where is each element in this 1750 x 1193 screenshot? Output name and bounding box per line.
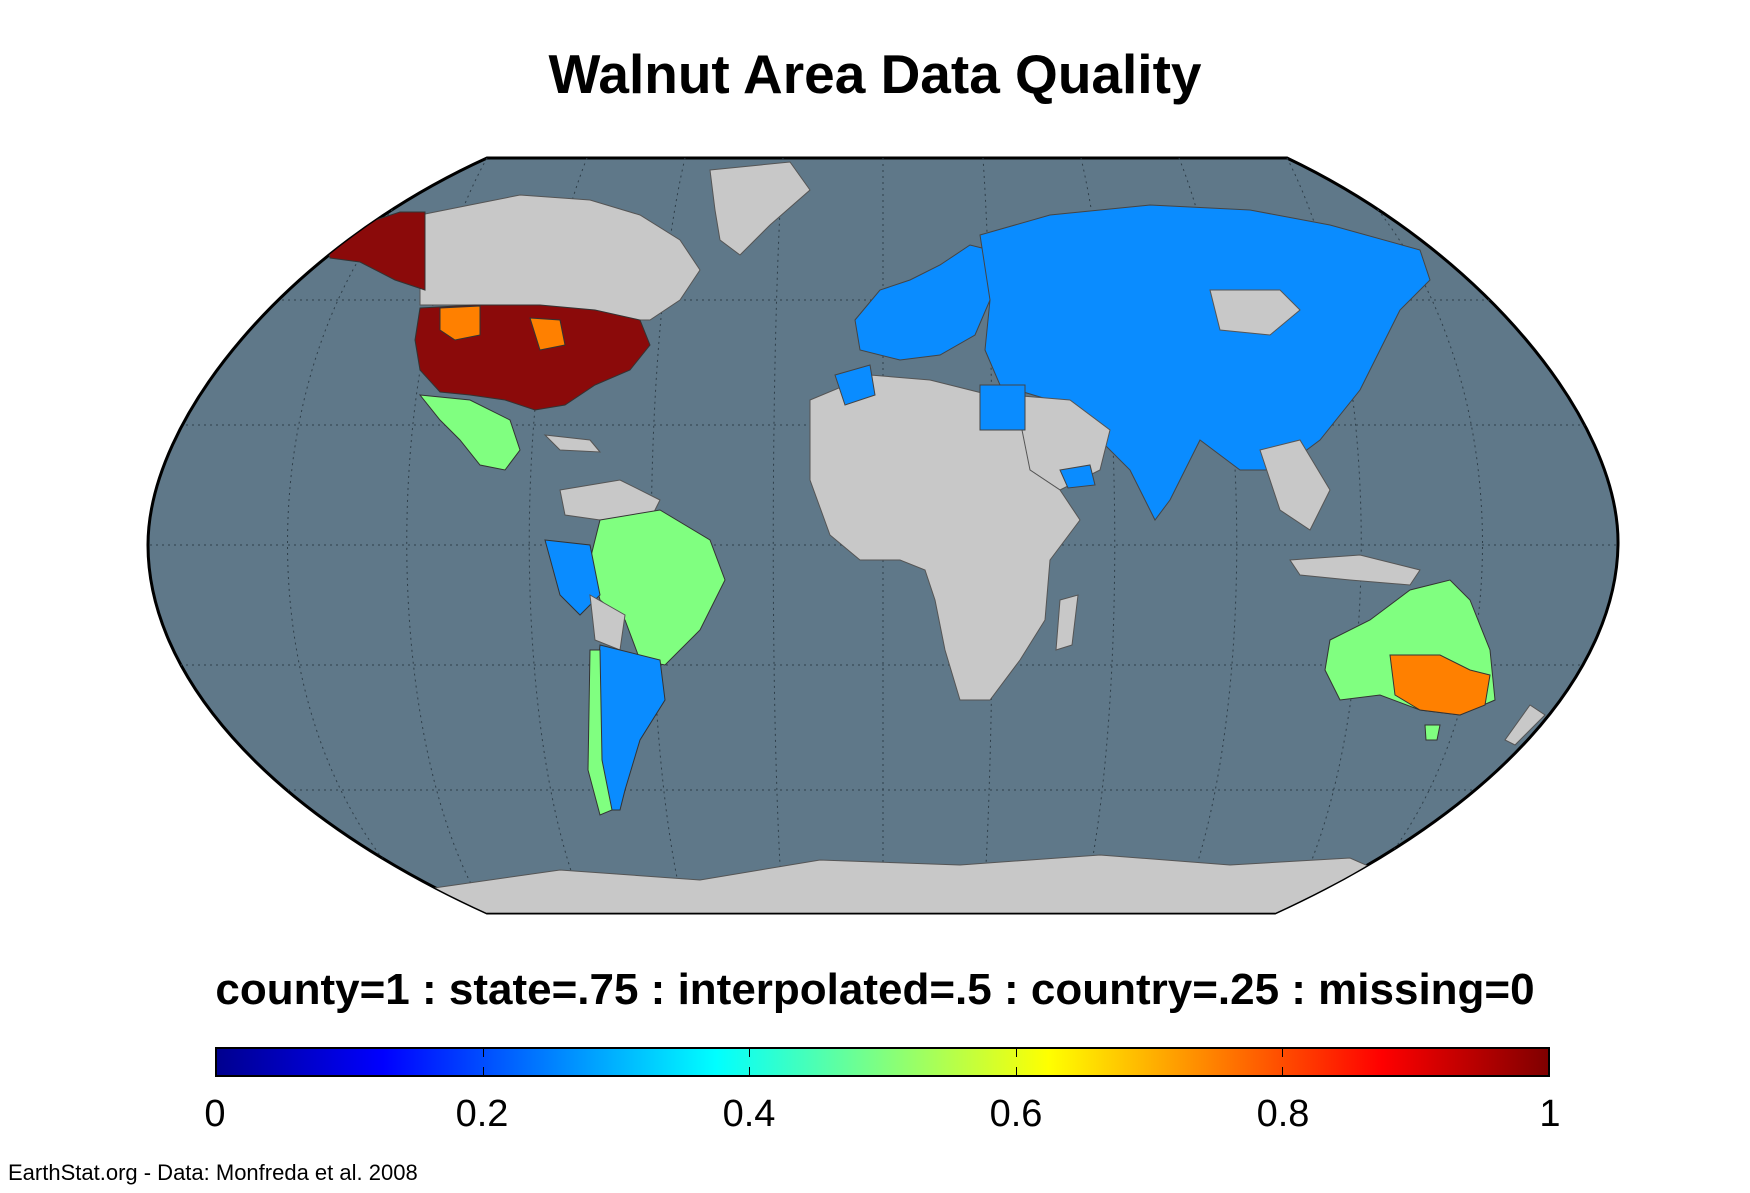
region-chile — [587, 649, 613, 816]
region-greenland — [709, 161, 811, 256]
colorbar-tick-mark — [1281, 1049, 1283, 1057]
region-morocco — [834, 364, 876, 406]
colorbar-tick-mark — [749, 1067, 751, 1075]
colorbar-tick-mark — [749, 1049, 751, 1057]
region-us-midwest — [529, 317, 566, 351]
region-us-northern-plains — [439, 305, 481, 341]
colorbar-tick-mark — [483, 1067, 485, 1075]
region-egypt — [979, 384, 1026, 431]
credit-text: EarthStat.org - Data: Monfreda et al. 20… — [8, 1160, 418, 1185]
region-antarctica — [419, 854, 1401, 913]
colorbar-tick-mark — [1015, 1067, 1017, 1075]
colorbar-tick-label: 0.8 — [1256, 1093, 1310, 1135]
region-mongolia — [1209, 289, 1301, 336]
colorbar-tick-label: 0 — [204, 1093, 226, 1135]
region-tasmania — [1424, 724, 1441, 741]
colorbar-tick-mark — [483, 1049, 485, 1057]
colorbar-tick-mark — [1015, 1049, 1017, 1057]
region-mexico — [418, 394, 521, 471]
region-caribbean — [543, 434, 602, 453]
region-new-zealand — [1504, 704, 1546, 746]
legend-description: county=1 : state=.75 : interpolated=.5 :… — [215, 965, 1535, 1014]
colorbar-tick-label: 1 — [1539, 1093, 1561, 1135]
map-title: Walnut Area Data Quality — [548, 43, 1202, 105]
colorbar-tick-label: 0.4 — [722, 1093, 776, 1135]
region-yemen — [1059, 464, 1096, 489]
colorbar — [215, 1047, 1550, 1077]
colorbar-tick-label: 0.2 — [455, 1093, 509, 1135]
region-madagascar — [1055, 594, 1079, 651]
colorbar-tick-label: 0.6 — [989, 1093, 1043, 1135]
region-indonesia — [1289, 554, 1421, 586]
region-peru — [544, 539, 601, 616]
colorbar-tick-mark — [1281, 1067, 1283, 1075]
region-southeast-asia — [1259, 439, 1331, 531]
region-se-australia — [1389, 654, 1491, 716]
